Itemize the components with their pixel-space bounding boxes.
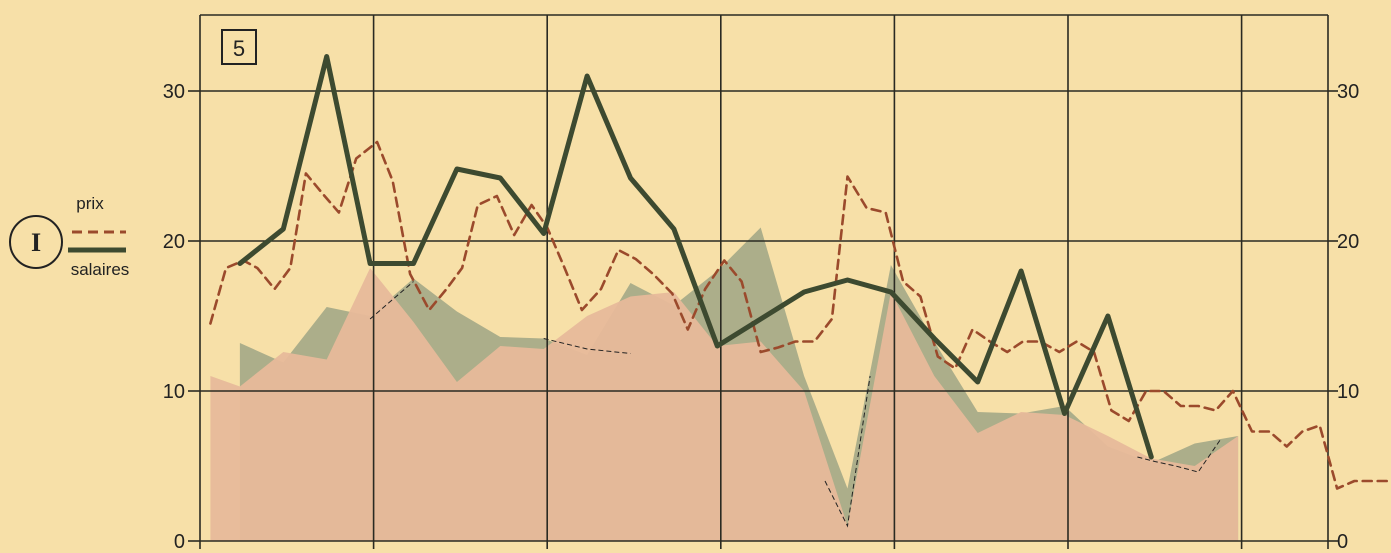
thin-line-layer (369, 281, 1222, 528)
y-tick-right-30: 30 (1337, 81, 1359, 103)
thin-segment-2 (1137, 438, 1222, 473)
y-tick-left-10: 10 (163, 381, 185, 403)
legend: I prix salaires (9, 194, 130, 279)
area-layer (210, 227, 1239, 541)
y-tick-left-30: 30 (163, 81, 185, 103)
area-pink (210, 268, 1239, 541)
legend-label-salaires: salaires (71, 260, 130, 279)
panel-label-frame (221, 29, 257, 65)
y-tick-left-0: 0 (174, 531, 185, 553)
y-tick-right-20: 20 (1337, 231, 1359, 253)
thin-segment-1 (824, 375, 871, 528)
series-line-salaires (237, 54, 1154, 460)
grid-layer (199, 14, 1329, 549)
tick-layer: 0 0 10 10 20 20 30 30 (163, 81, 1360, 553)
legend-roman-circle (9, 215, 63, 269)
y-tick-right-10: 10 (1337, 381, 1359, 403)
panel-label-box: 5 (221, 29, 257, 65)
series-line-prix (209, 140, 1391, 490)
y-tick-left-20: 20 (163, 231, 185, 253)
panel-label: 5 (233, 36, 245, 61)
y-tick-right-0: 0 (1337, 531, 1348, 553)
thin-segment-0 (369, 281, 631, 354)
legend-label-prix: prix (76, 194, 104, 213)
series-layer (209, 54, 1391, 490)
legend-roman-numeral: I (31, 228, 41, 257)
